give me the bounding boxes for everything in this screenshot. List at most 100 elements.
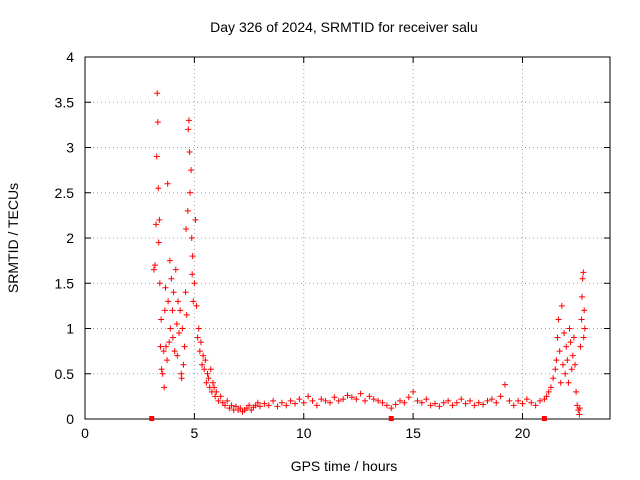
- data-point: [543, 393, 550, 400]
- data-point: [270, 397, 277, 404]
- data-point: [172, 266, 179, 273]
- data-point: [379, 399, 386, 406]
- x-tick-label: 5: [190, 425, 198, 441]
- data-point: [257, 403, 263, 410]
- data-point: [423, 396, 430, 403]
- axis-points: [149, 416, 547, 421]
- data-point: [171, 348, 178, 355]
- data-point: [577, 343, 584, 350]
- data-point: [169, 334, 176, 341]
- data-point: [362, 397, 368, 404]
- data-point: [209, 379, 216, 386]
- data-point: [197, 339, 204, 346]
- data-point: [158, 316, 165, 323]
- data-point: [174, 352, 181, 359]
- data-point: [190, 298, 197, 305]
- data-point: [567, 339, 574, 346]
- data-point: [183, 311, 190, 318]
- data-point: [573, 388, 580, 395]
- data-point: [246, 402, 253, 409]
- data-point: [168, 275, 175, 282]
- data-point: [572, 361, 578, 368]
- data-point: [388, 405, 395, 412]
- data-point: [204, 370, 211, 377]
- data-point: [228, 402, 235, 409]
- data-point: [366, 393, 373, 400]
- plot-frame: [84, 56, 611, 420]
- data-point: [405, 394, 412, 401]
- data-point: [449, 402, 456, 409]
- data-point: [545, 388, 552, 395]
- data-point: [565, 379, 572, 386]
- data-point: [557, 379, 564, 386]
- data-point: [313, 402, 320, 409]
- data-point: [305, 393, 312, 400]
- y-tick-label: 0: [66, 411, 74, 427]
- x-tick-label: 20: [515, 425, 531, 441]
- data-point: [480, 401, 487, 408]
- y-tick-label: 4: [66, 49, 74, 65]
- data-point: [170, 289, 177, 296]
- data-point: [164, 357, 171, 364]
- data-point: [224, 397, 231, 404]
- data-point: [580, 334, 587, 341]
- data-point: [576, 405, 583, 412]
- data-point: [547, 384, 554, 391]
- data-point: [344, 392, 351, 399]
- data-point: [278, 399, 285, 406]
- data-point: [180, 361, 187, 368]
- data-point: [205, 375, 212, 382]
- data-point: [193, 302, 200, 309]
- data-point: [156, 216, 163, 223]
- data-point: [554, 334, 561, 341]
- data-point: [207, 366, 214, 373]
- data-point: [202, 357, 209, 364]
- data-point: [397, 397, 403, 404]
- data-point: [440, 399, 447, 406]
- data-point: [558, 302, 565, 309]
- y-tick-label: 3.5: [55, 94, 75, 110]
- data-point: [211, 384, 218, 391]
- y-axis-label: SRMTID / TECUs: [5, 183, 21, 293]
- data-point: [510, 402, 517, 409]
- data-point: [191, 280, 198, 287]
- y-tick-label: 1: [66, 321, 74, 337]
- axis-point-marker: [388, 416, 394, 421]
- data-point: [566, 325, 573, 332]
- data-point: [348, 394, 355, 401]
- data-point: [254, 399, 261, 406]
- data-point: [158, 366, 165, 373]
- data-point: [161, 384, 168, 391]
- data-point: [410, 388, 417, 395]
- x-tick-labels: 0 5 10 15 20: [81, 425, 530, 441]
- data-point: [217, 393, 224, 400]
- data-point: [537, 397, 543, 404]
- data-point: [401, 399, 408, 406]
- data-point: [164, 180, 171, 187]
- data-point: [568, 366, 575, 373]
- chart-title: Day 326 of 2024, SRMTID for receiver sal…: [210, 19, 478, 35]
- data-point: [532, 402, 539, 409]
- data-point: [318, 396, 325, 403]
- data-point: [292, 400, 298, 407]
- data-point: [188, 167, 195, 174]
- data-point: [265, 402, 272, 409]
- data-point: [161, 307, 168, 314]
- data-point: [176, 330, 183, 337]
- data-point: [392, 401, 399, 408]
- axis-point-marker: [149, 416, 155, 421]
- data-point: [580, 269, 587, 276]
- data-point: [519, 400, 526, 407]
- data-point: [166, 257, 173, 264]
- data-point: [493, 399, 500, 406]
- data-point: [179, 325, 186, 332]
- data-point: [183, 225, 190, 232]
- data-point: [383, 402, 390, 409]
- data-point: [166, 339, 173, 346]
- data-point: [357, 390, 364, 397]
- data-point: [150, 266, 157, 273]
- data-point: [414, 397, 421, 404]
- data-point: [462, 400, 469, 407]
- data-point: [203, 379, 210, 386]
